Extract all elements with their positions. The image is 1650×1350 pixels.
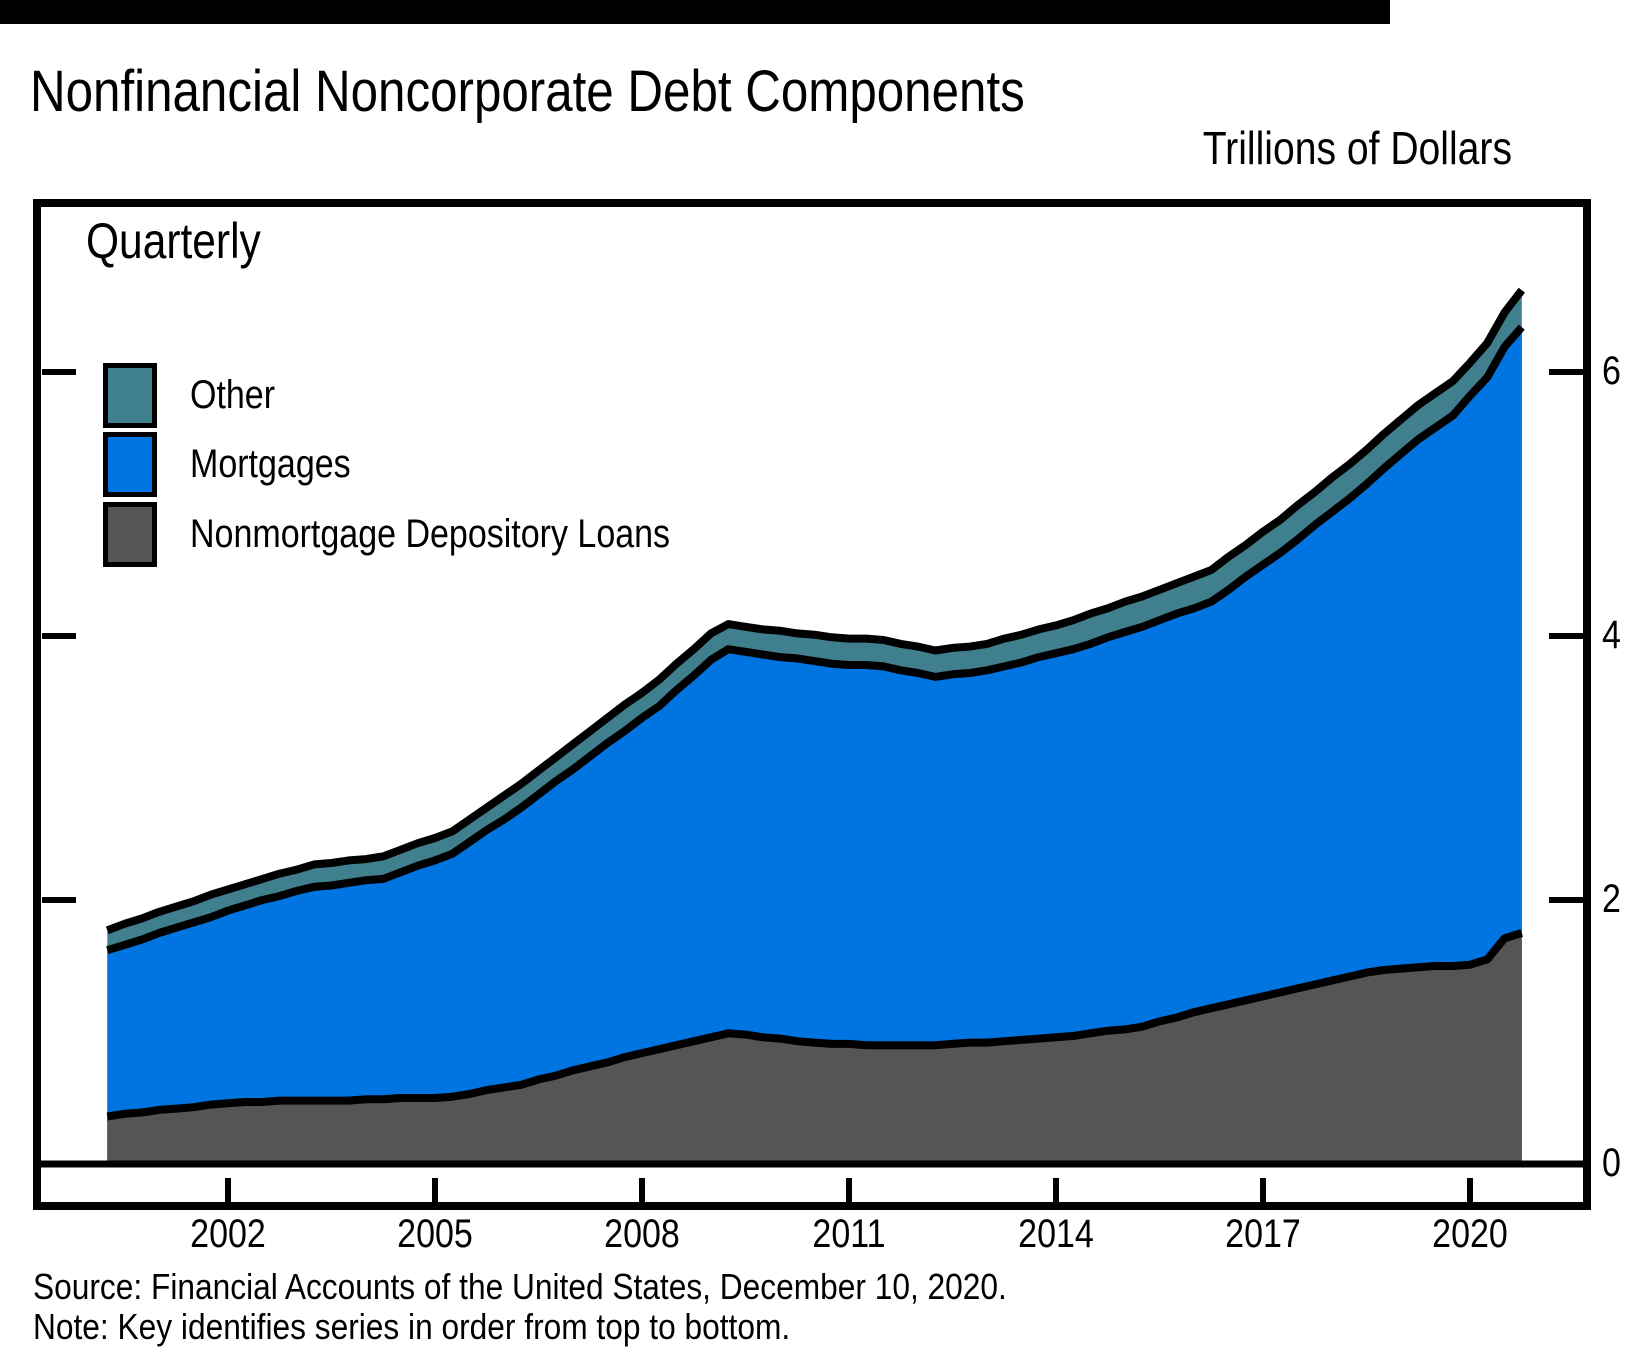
outline-mortgages xyxy=(106,324,1525,955)
plot-frame xyxy=(33,199,1591,1210)
y-axis-label-2: 2 xyxy=(1602,877,1621,921)
outline-nonmortgage-depository-loans xyxy=(106,929,1523,1121)
x-axis-label-2014: 2014 xyxy=(1018,1212,1094,1256)
stacked-areas xyxy=(105,287,1525,1165)
x-axis-label-2017: 2017 xyxy=(1225,1212,1301,1256)
x-axis-label-2008: 2008 xyxy=(604,1212,680,1256)
y-axis-label-0: 0 xyxy=(1602,1141,1621,1185)
legend-swatch-other xyxy=(103,363,157,428)
y-axis-label-4: 4 xyxy=(1602,613,1621,657)
source-text: Source: Financial Accounts of the United… xyxy=(33,1266,1007,1307)
note-text: Note: Key identifies series in order fro… xyxy=(33,1306,791,1347)
outline-other xyxy=(105,287,1525,935)
x-axis-label-2005: 2005 xyxy=(397,1212,473,1256)
x-axis-label-2011: 2011 xyxy=(812,1212,886,1256)
legend-label-nonmortgage-depository-loans: Nonmortgage Depository Loans xyxy=(190,512,671,556)
x-axis-label-2002: 2002 xyxy=(190,1212,266,1256)
area-mortgages xyxy=(107,327,1522,1165)
top-black-bar xyxy=(0,0,1390,24)
y-axis-label-6: 6 xyxy=(1602,349,1621,393)
legend-label-mortgages: Mortgages xyxy=(190,442,351,486)
legend-swatch-nonmortgage-depository-loans xyxy=(103,502,157,567)
frequency-label: Quarterly xyxy=(86,213,261,269)
units-label: Trillions of Dollars xyxy=(1202,122,1512,174)
area-nonmortgage-depository-loans xyxy=(107,933,1522,1164)
x-axis-label-2020: 2020 xyxy=(1432,1212,1508,1256)
chart-title: Nonfinancial Noncorporate Debt Component… xyxy=(30,59,1025,124)
legend-label-other: Other xyxy=(190,373,276,417)
legend-swatch-mortgages xyxy=(103,432,157,497)
axis-tick-marks xyxy=(42,369,1583,1202)
